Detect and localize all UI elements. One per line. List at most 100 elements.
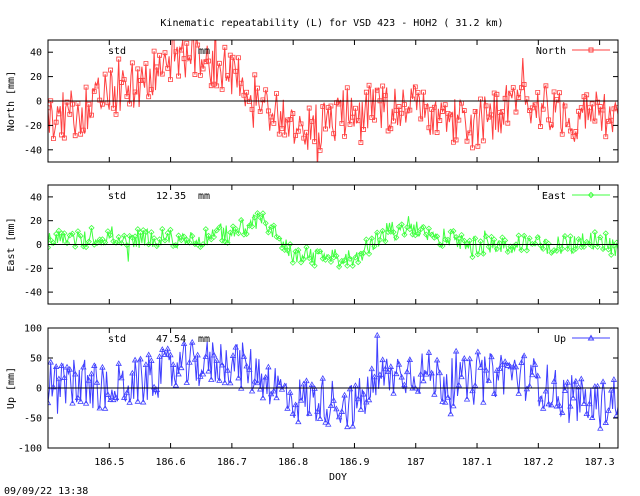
- north-point: [168, 77, 173, 83]
- north-point: [565, 122, 571, 128]
- east-point: [336, 263, 343, 270]
- up-point: [417, 370, 424, 377]
- up-point: [150, 383, 158, 390]
- north-point: [347, 121, 353, 127]
- north-point: [178, 47, 184, 53]
- east-point: [463, 240, 471, 247]
- east-point: [213, 227, 220, 234]
- east-point: [142, 229, 150, 236]
- east-point: [170, 242, 177, 250]
- up-point: [433, 356, 441, 363]
- up-series-line: [48, 335, 618, 429]
- north-legend-label: North: [536, 46, 566, 57]
- east-legend-marker: [587, 191, 595, 199]
- north-point: [146, 94, 152, 100]
- north-point: [233, 68, 239, 74]
- up-point: [123, 389, 131, 396]
- east-point: [436, 241, 443, 248]
- up-point: [602, 419, 609, 425]
- up-point: [259, 394, 267, 401]
- up-ytick-label: -50: [24, 414, 42, 425]
- up-point: [599, 378, 607, 385]
- east-point: [126, 232, 133, 240]
- up-point: [232, 343, 239, 350]
- x-tick-label: 186.7: [217, 457, 247, 468]
- north-point: [51, 136, 56, 142]
- up-point: [371, 373, 378, 380]
- up-point: [382, 365, 389, 372]
- up-point: [314, 407, 321, 414]
- east-point: [485, 243, 492, 250]
- north-point: [608, 117, 614, 123]
- east-point: [96, 236, 103, 243]
- x-tick-label: 187.3: [585, 457, 615, 468]
- north-point: [181, 56, 187, 62]
- north-point: [358, 140, 364, 145]
- east-point: [289, 259, 296, 266]
- up-point: [545, 400, 552, 407]
- north-point: [268, 114, 274, 120]
- north-point: [584, 92, 590, 98]
- panel-up: 100 50 0 -50 -100 Up [mm] std 47.54 mm Up: [6, 324, 619, 455]
- up-point: [447, 410, 454, 417]
- east-point: [346, 255, 354, 262]
- up-point: [344, 423, 351, 430]
- east-point: [248, 223, 256, 230]
- north-point: [339, 121, 345, 126]
- north-point: [295, 128, 301, 134]
- east-point: [202, 226, 209, 233]
- up-point: [610, 376, 618, 382]
- up-point: [112, 394, 120, 400]
- up-point: [145, 351, 152, 358]
- east-point: [91, 241, 98, 248]
- north-point: [426, 125, 432, 131]
- north-point: [380, 83, 386, 89]
- up-point: [156, 353, 163, 359]
- north-point: [423, 104, 429, 110]
- up-point: [365, 396, 373, 403]
- east-point: [352, 254, 359, 261]
- up-point: [292, 401, 299, 408]
- north-point: [238, 80, 244, 86]
- east-ytick-label: -20: [24, 264, 42, 275]
- east-point: [254, 210, 261, 217]
- east-point: [227, 229, 234, 236]
- north-series: [48, 40, 618, 162]
- east-point: [72, 243, 79, 250]
- north-point: [418, 116, 424, 122]
- east-point: [414, 230, 422, 237]
- east-std-unit: mm: [198, 191, 210, 202]
- east-point: [434, 233, 441, 240]
- east-point: [496, 240, 503, 247]
- north-point: [70, 101, 75, 107]
- east-point: [74, 228, 81, 235]
- up-point: [175, 370, 182, 377]
- north-point: [94, 83, 100, 89]
- east-ytick-label: 20: [30, 216, 42, 227]
- east-point: [333, 252, 340, 259]
- north-point: [502, 95, 508, 101]
- east-point: [327, 258, 335, 265]
- north-point: [282, 132, 288, 138]
- east-point: [344, 262, 351, 269]
- up-point: [218, 361, 226, 368]
- up-point: [379, 356, 386, 363]
- north-point: [456, 117, 462, 123]
- east-point: [368, 235, 375, 242]
- north-point: [382, 93, 388, 98]
- east-point: [221, 238, 228, 245]
- east-point: [529, 240, 536, 248]
- east-point: [107, 231, 114, 239]
- east-point: [178, 237, 185, 244]
- up-ytick-label: 100: [24, 324, 42, 335]
- up-point: [572, 377, 580, 384]
- north-point: [535, 89, 541, 95]
- north-point: [257, 109, 263, 114]
- north-point: [197, 72, 203, 78]
- east-point: [50, 239, 57, 247]
- north-point: [372, 117, 377, 123]
- east-point: [330, 254, 337, 261]
- up-point: [463, 395, 471, 402]
- east-point: [589, 243, 596, 250]
- north-point: [48, 105, 51, 111]
